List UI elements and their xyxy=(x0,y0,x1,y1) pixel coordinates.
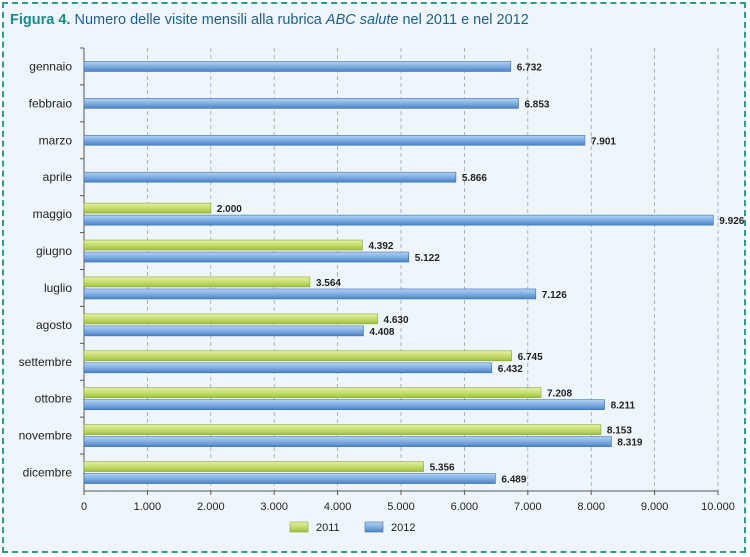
bar-2011 xyxy=(83,461,424,472)
bar-2012 xyxy=(83,61,512,72)
bar-2012 xyxy=(83,399,605,411)
bar-2012 xyxy=(83,288,537,300)
category-label: gennaio xyxy=(29,59,72,73)
category-label: dicembre xyxy=(23,466,73,480)
data-label: 6.432 xyxy=(498,364,523,375)
bar-2012 xyxy=(83,98,519,109)
bar-2011 xyxy=(83,276,311,288)
data-label: 4.392 xyxy=(368,241,393,252)
category-label: febbraio xyxy=(29,96,73,110)
bar-2012 xyxy=(83,171,457,183)
x-tick-label: 3.000 xyxy=(260,501,288,513)
data-label: 4.408 xyxy=(369,327,394,338)
category-label: aprile xyxy=(43,170,73,184)
bar-2011 xyxy=(83,350,512,362)
legend-label: 2011 xyxy=(316,522,340,534)
category-label: maggio xyxy=(33,207,73,221)
title-text-1: Numero delle visite mensili alla rubrica xyxy=(70,12,326,28)
data-label: 5.866 xyxy=(462,173,487,184)
title-text-2: nel 2011 e nel 2012 xyxy=(398,12,529,28)
data-label: 8.211 xyxy=(611,401,636,412)
data-label: 7.901 xyxy=(591,136,616,147)
category-label: marzo xyxy=(39,133,73,147)
x-tick-label: 6.000 xyxy=(451,501,479,513)
data-label: 6.732 xyxy=(517,62,542,73)
figure-number: Figura 4. xyxy=(10,12,71,28)
bar-2012 xyxy=(83,134,586,146)
x-tick-label: 2.000 xyxy=(197,501,225,513)
data-label: 4.630 xyxy=(384,315,409,326)
data-label: 6.853 xyxy=(524,99,549,110)
bar-2012 xyxy=(83,362,493,374)
data-label: 6.745 xyxy=(518,352,543,363)
x-tick-label: 8.000 xyxy=(577,501,605,513)
x-tick-label: 10.000 xyxy=(701,501,735,513)
category-label: novembre xyxy=(19,429,73,443)
bar-2011 xyxy=(83,387,542,399)
bar-2011 xyxy=(83,202,212,214)
data-label: 5.122 xyxy=(415,253,440,264)
legend-label: 2012 xyxy=(391,522,415,534)
data-label: 2.000 xyxy=(217,204,242,215)
bar-2012 xyxy=(83,473,496,484)
bar-2012 xyxy=(83,251,410,263)
bar-2011 xyxy=(83,239,363,251)
bar-2012 xyxy=(83,325,364,337)
x-tick-label: 7.000 xyxy=(514,501,542,513)
x-tick-label: 9.000 xyxy=(641,501,669,513)
x-tick-label: 5.000 xyxy=(387,501,415,513)
data-label: 8.319 xyxy=(617,438,642,449)
category-label: luglio xyxy=(44,281,72,295)
x-tick-label: 0 xyxy=(81,501,87,513)
data-label: 3.564 xyxy=(316,278,341,289)
data-label: 6.489 xyxy=(501,475,526,486)
data-label: 5.356 xyxy=(430,463,455,474)
bar-2011 xyxy=(83,313,378,325)
category-label: ottobre xyxy=(35,392,73,406)
bar-2012 xyxy=(83,436,612,447)
bar-2012 xyxy=(83,214,714,226)
category-label: giugno xyxy=(36,244,72,258)
category-label: agosto xyxy=(36,318,72,332)
data-label: 7.126 xyxy=(542,290,567,301)
legend-swatch-2011 xyxy=(289,521,309,533)
data-label: 8.153 xyxy=(607,426,632,437)
bar-2011 xyxy=(83,424,602,435)
x-tick-label: 4.000 xyxy=(324,501,352,513)
legend-swatch-2012 xyxy=(364,521,384,533)
chart-title: Figura 4. Numero delle visite mensili al… xyxy=(10,12,529,28)
title-text-italic: ABC salute xyxy=(325,12,399,28)
data-label: 9.926 xyxy=(719,216,744,227)
category-label: settembre xyxy=(19,355,73,369)
x-tick-label: 1.000 xyxy=(134,501,162,513)
data-label: 7.208 xyxy=(547,389,572,400)
